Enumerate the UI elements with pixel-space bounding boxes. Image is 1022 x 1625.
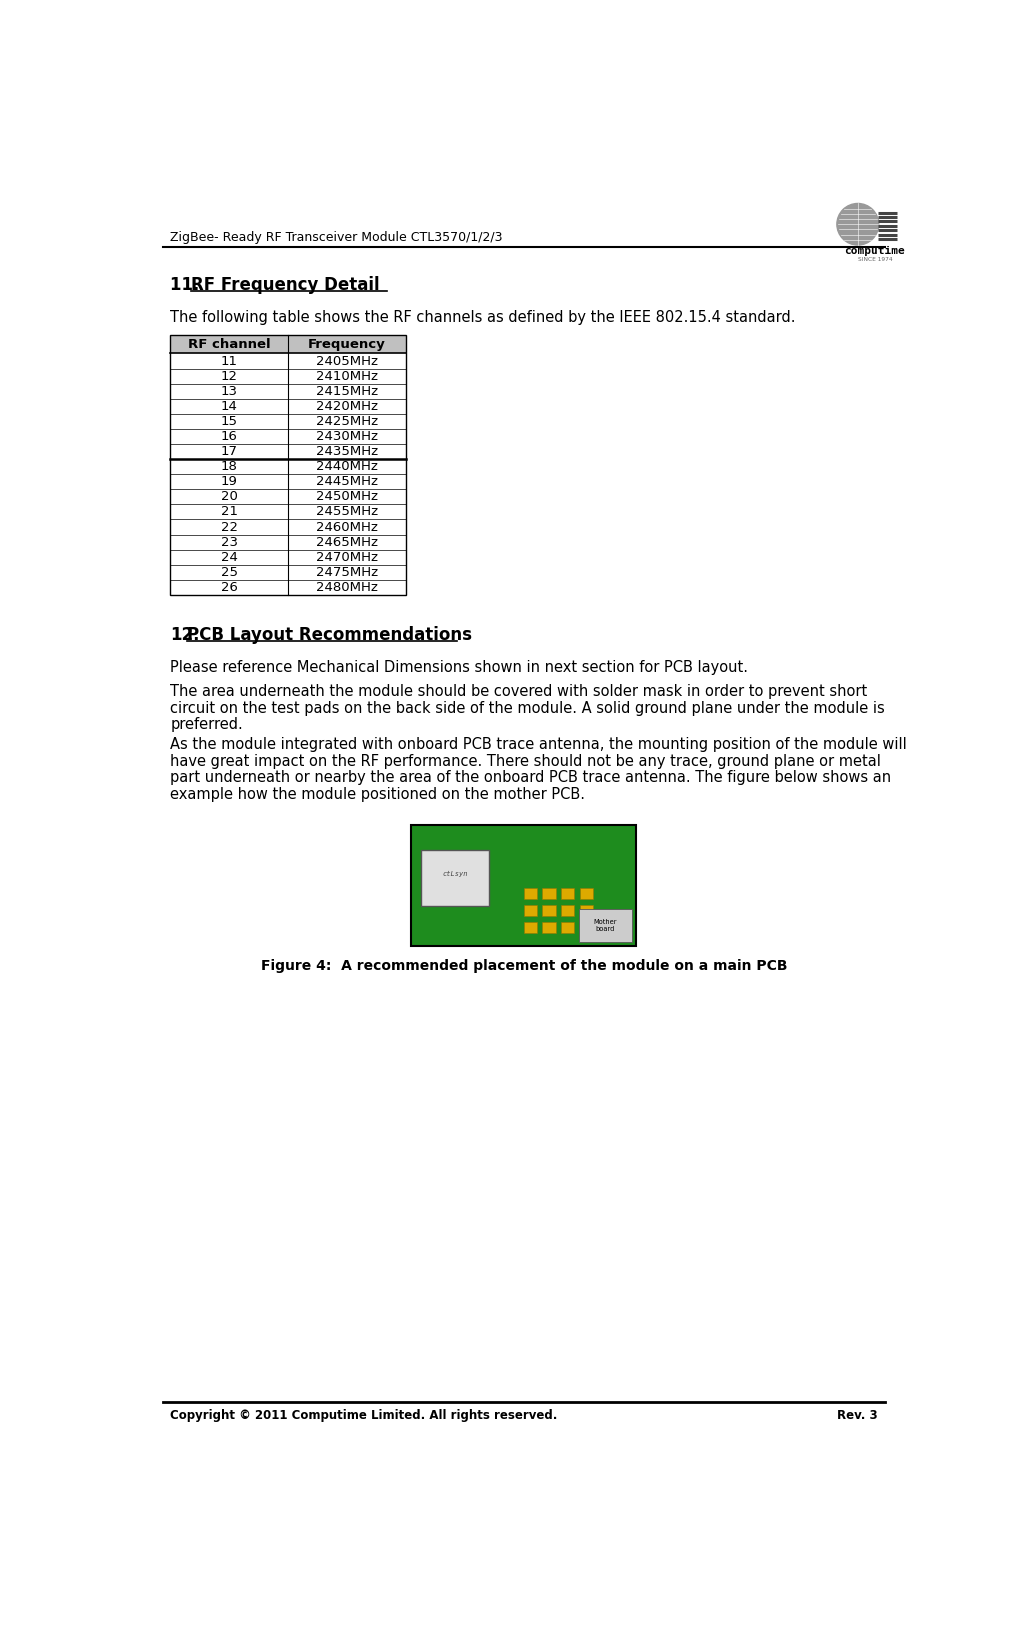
Text: 2405MHz: 2405MHz: [316, 354, 378, 367]
Bar: [171, 414, 406, 429]
Bar: [543, 887, 556, 899]
Bar: [543, 905, 556, 915]
Bar: [171, 335, 406, 354]
Text: 12.: 12.: [171, 626, 200, 644]
Text: 2415MHz: 2415MHz: [316, 385, 378, 398]
Text: 2455MHz: 2455MHz: [316, 505, 378, 518]
Bar: [171, 566, 406, 580]
Text: computime: computime: [844, 247, 905, 257]
Text: 21: 21: [221, 505, 238, 518]
Bar: [421, 850, 489, 905]
Bar: [561, 905, 574, 915]
Text: 2410MHz: 2410MHz: [316, 369, 378, 382]
Bar: [412, 826, 636, 946]
Text: 13: 13: [221, 385, 238, 398]
Bar: [171, 489, 406, 504]
Bar: [171, 335, 406, 595]
Text: 2430MHz: 2430MHz: [316, 431, 378, 444]
Bar: [171, 535, 406, 549]
Text: 22: 22: [221, 520, 238, 533]
Text: RF Frequency Detail: RF Frequency Detail: [191, 276, 380, 294]
Bar: [524, 921, 537, 933]
Bar: [171, 549, 406, 565]
Text: 2425MHz: 2425MHz: [316, 414, 378, 427]
Bar: [579, 887, 593, 899]
Text: Rev. 3: Rev. 3: [837, 1409, 877, 1422]
Text: 12: 12: [221, 369, 238, 382]
Bar: [171, 429, 406, 444]
Bar: [579, 905, 593, 915]
Text: Frequency: Frequency: [309, 338, 386, 351]
Bar: [171, 580, 406, 595]
Circle shape: [837, 203, 879, 245]
Text: 23: 23: [221, 536, 238, 549]
Bar: [561, 887, 574, 899]
Text: The following table shows the RF channels as defined by the IEEE 802.15.4 standa: The following table shows the RF channel…: [171, 310, 796, 325]
Text: 2435MHz: 2435MHz: [316, 445, 378, 458]
Text: 2460MHz: 2460MHz: [316, 520, 378, 533]
Text: preferred.: preferred.: [171, 717, 243, 733]
Bar: [543, 921, 556, 933]
Text: have great impact on the RF performance. There should not be any trace, ground p: have great impact on the RF performance.…: [171, 754, 881, 769]
Text: 15: 15: [221, 414, 238, 427]
Text: part underneath or nearby the area of the onboard PCB trace antenna. The figure : part underneath or nearby the area of th…: [171, 770, 891, 785]
Bar: [171, 354, 406, 369]
Text: 2450MHz: 2450MHz: [316, 491, 378, 504]
Text: ctLsyn: ctLsyn: [443, 871, 467, 878]
Text: As the module integrated with onboard PCB trace antenna, the mounting position o: As the module integrated with onboard PC…: [171, 738, 908, 752]
Bar: [561, 921, 574, 933]
Text: 2445MHz: 2445MHz: [316, 474, 378, 487]
Text: 11: 11: [221, 354, 238, 367]
Bar: [171, 474, 406, 489]
Text: The area underneath the module should be covered with solder mask in order to pr: The area underneath the module should be…: [171, 684, 868, 699]
Text: 14: 14: [221, 400, 238, 413]
Bar: [578, 910, 632, 942]
Text: circuit on the test pads on the back side of the module. A solid ground plane un: circuit on the test pads on the back sid…: [171, 700, 885, 717]
Text: 11.: 11.: [171, 276, 205, 294]
Text: 18: 18: [221, 460, 238, 473]
Text: RF channel: RF channel: [188, 338, 271, 351]
Bar: [171, 504, 406, 520]
Text: 2475MHz: 2475MHz: [316, 566, 378, 578]
Bar: [171, 369, 406, 383]
Text: 16: 16: [221, 431, 238, 444]
Text: 2465MHz: 2465MHz: [316, 536, 378, 549]
Text: 2440MHz: 2440MHz: [316, 460, 378, 473]
Bar: [579, 921, 593, 933]
Bar: [171, 444, 406, 460]
Bar: [171, 520, 406, 535]
Text: Please reference Mechanical Dimensions shown in next section for PCB layout.: Please reference Mechanical Dimensions s…: [171, 660, 748, 674]
Text: PCB Layout Recommendations: PCB Layout Recommendations: [187, 626, 472, 644]
Bar: [524, 905, 537, 915]
Bar: [524, 887, 537, 899]
Text: Copyright © 2011 Computime Limited. All rights reserved.: Copyright © 2011 Computime Limited. All …: [171, 1409, 558, 1422]
Text: 19: 19: [221, 474, 238, 487]
Bar: [171, 398, 406, 414]
Bar: [171, 384, 406, 398]
Text: 24: 24: [221, 551, 238, 564]
Text: 2470MHz: 2470MHz: [316, 551, 378, 564]
Text: Mother
board: Mother board: [594, 920, 617, 933]
Text: SINCE 1974: SINCE 1974: [857, 257, 892, 262]
Text: 26: 26: [221, 580, 238, 593]
Text: ZigBee- Ready RF Transceiver Module CTL3570/1/2/3: ZigBee- Ready RF Transceiver Module CTL3…: [171, 231, 503, 244]
Text: example how the module positioned on the mother PCB.: example how the module positioned on the…: [171, 786, 586, 801]
Text: 2420MHz: 2420MHz: [316, 400, 378, 413]
Bar: [171, 460, 406, 474]
Text: 25: 25: [221, 566, 238, 578]
Text: 20: 20: [221, 491, 238, 504]
Text: 2480MHz: 2480MHz: [316, 580, 378, 593]
Text: 17: 17: [221, 445, 238, 458]
Text: Figure 4:  A recommended placement of the module on a main PCB: Figure 4: A recommended placement of the…: [261, 959, 787, 973]
